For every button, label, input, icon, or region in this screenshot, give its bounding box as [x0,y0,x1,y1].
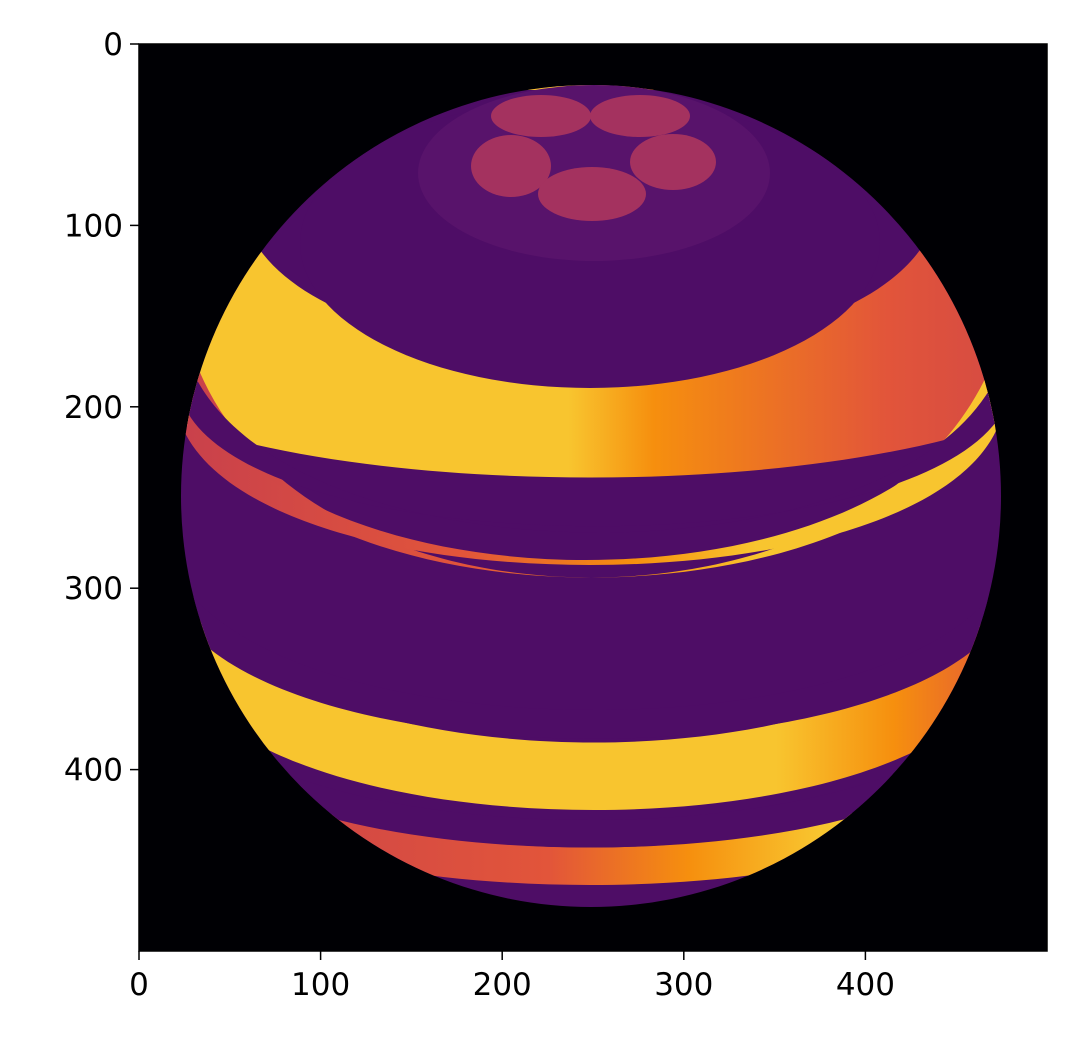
axes-frame [138,43,1048,952]
y-tick-label: 100 [64,208,123,244]
dot [471,135,551,197]
rendered-sphere [181,85,1001,907]
dot [491,95,591,137]
y-tick-label: 300 [64,571,123,607]
dot [590,95,690,137]
x-axis: 0 100 200 300 400 [129,951,895,1003]
y-axis: 0 100 200 300 400 [64,27,139,789]
stripe-gap [181,700,1000,848]
stripe-band [181,570,1001,810]
x-tick-label: 100 [291,967,350,1003]
stripe-band [181,720,1000,885]
dot [538,167,646,221]
dot [630,134,716,190]
x-tick-label: 300 [654,967,713,1003]
x-tick-label: 0 [129,967,149,1003]
dot-cluster [471,95,716,221]
y-tick-label: 400 [64,753,123,789]
y-tick-label: 0 [103,27,123,63]
stripe-gap [181,560,1001,739]
y-tick-label: 200 [64,390,123,426]
x-tick-label: 200 [473,967,532,1003]
stripe-band [181,85,1001,478]
x-tick-label: 400 [836,967,895,1003]
